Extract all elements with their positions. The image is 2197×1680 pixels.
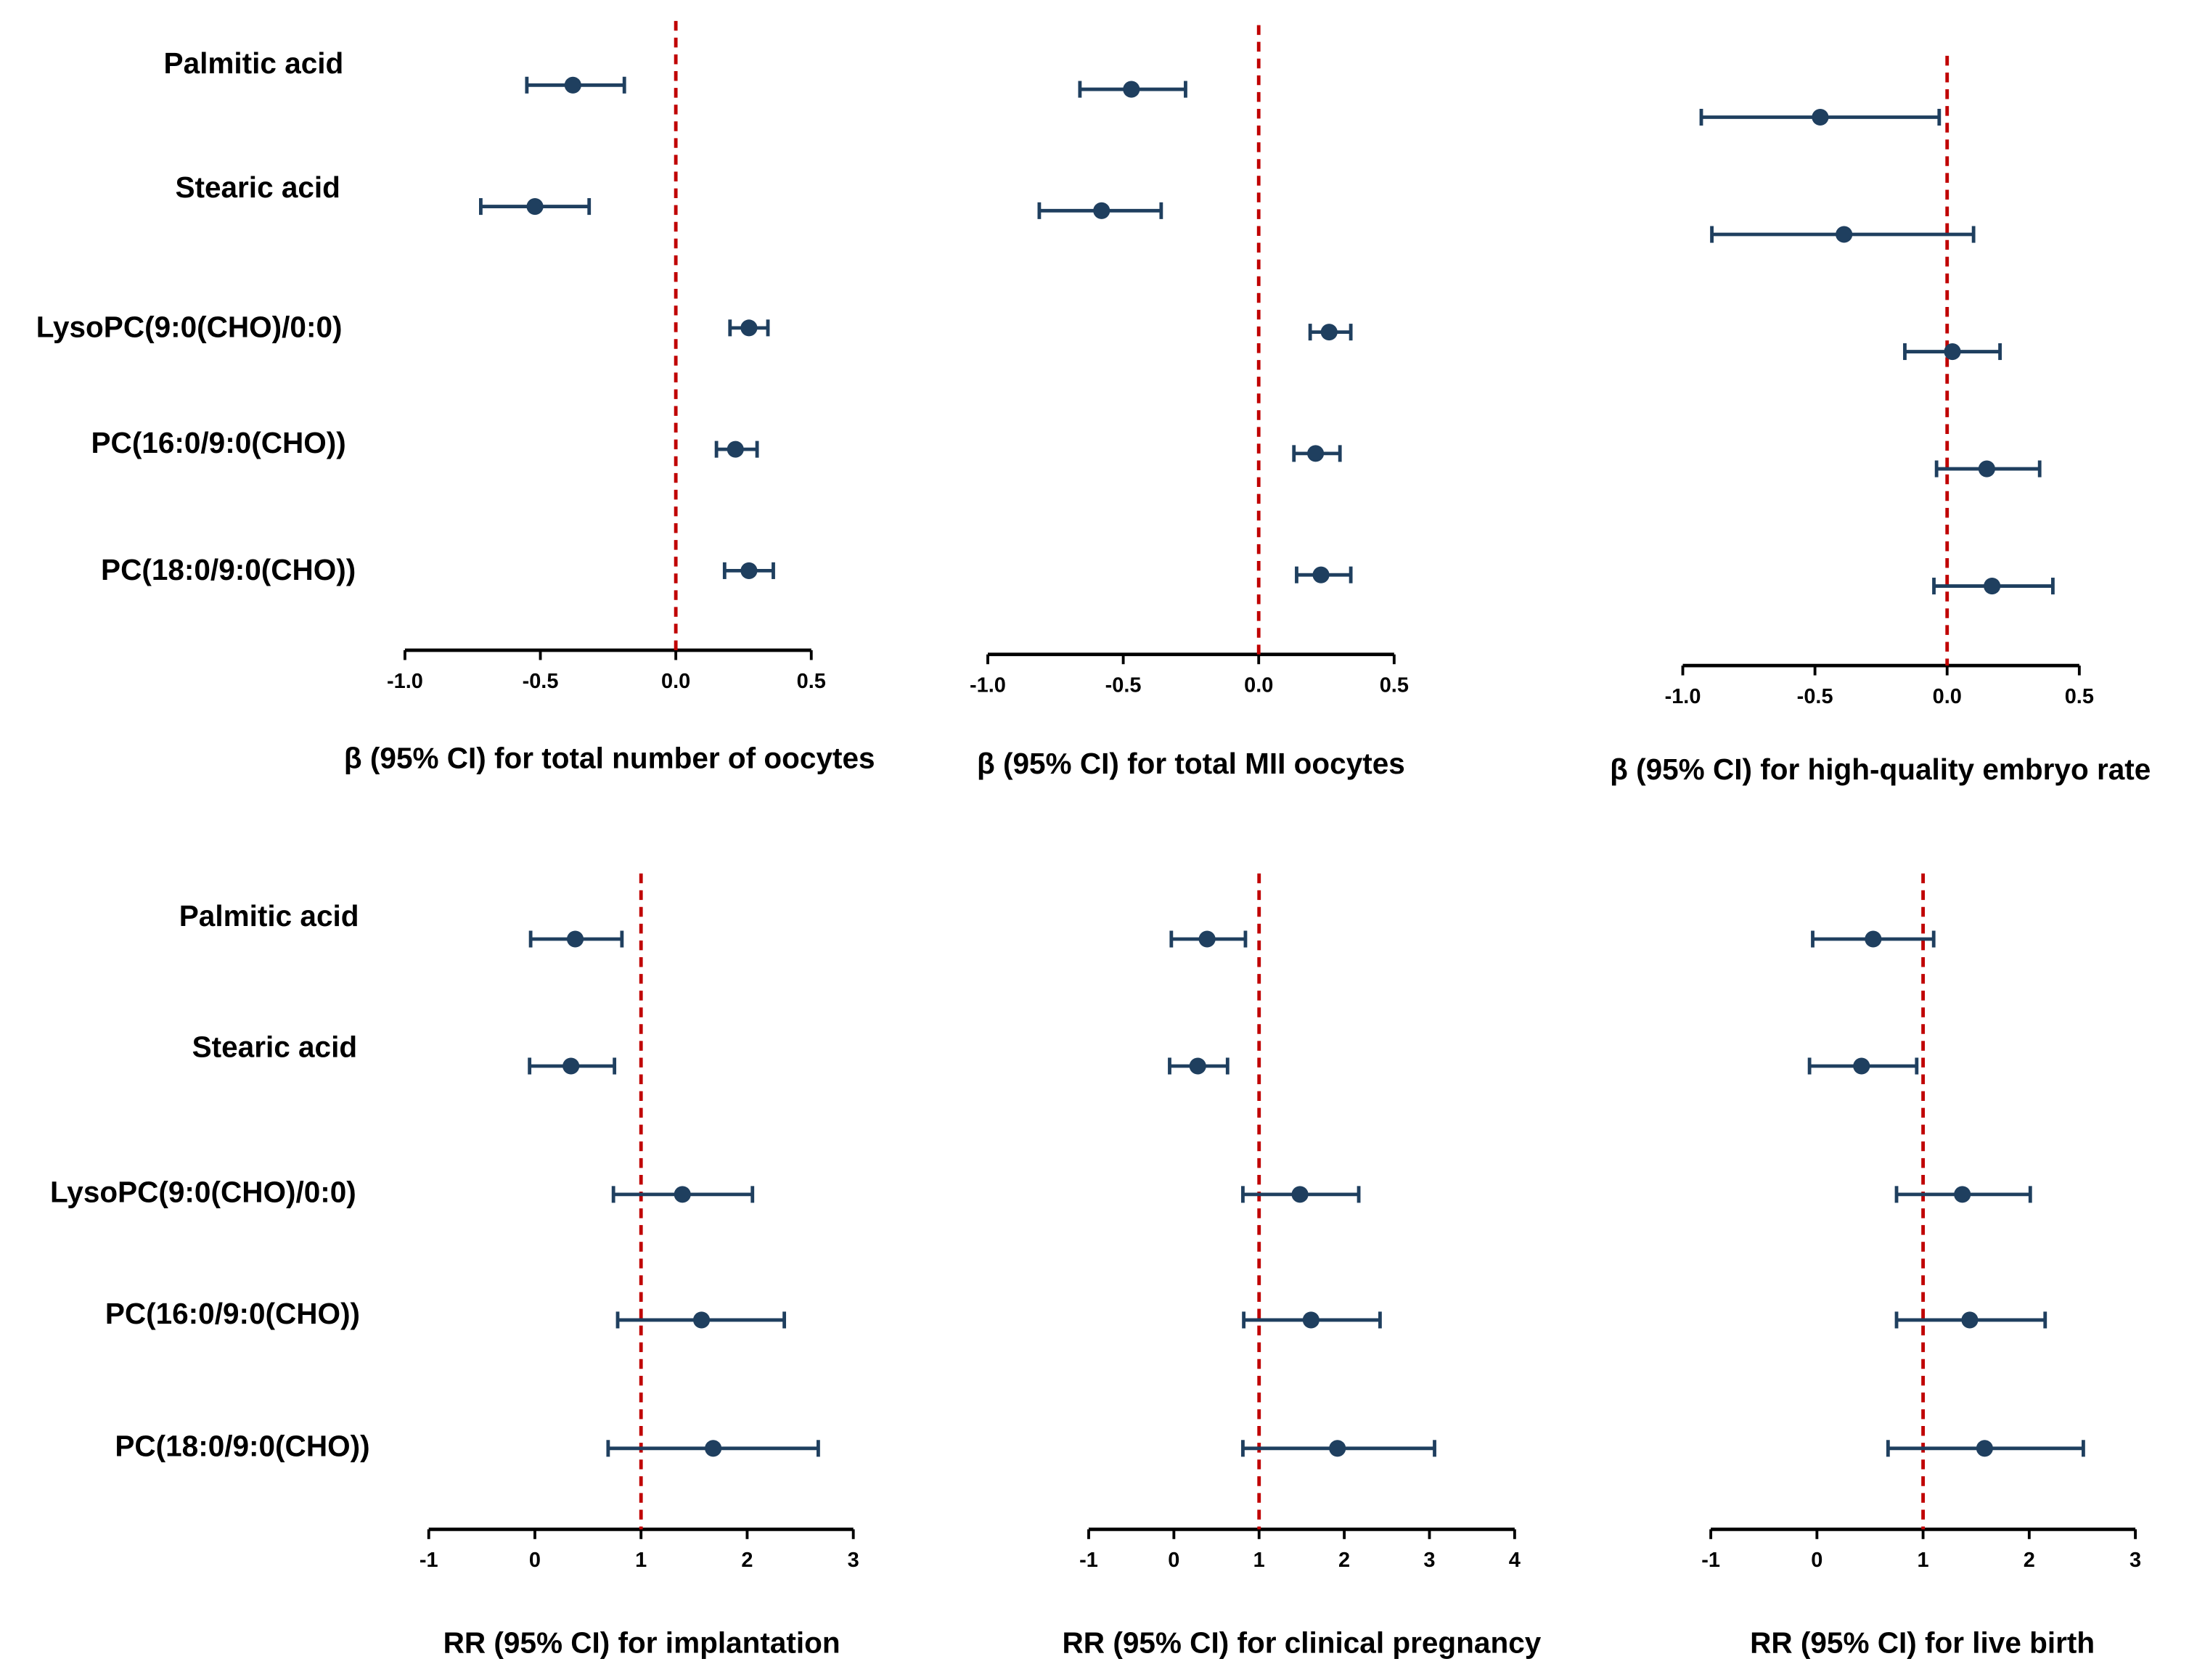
point xyxy=(1836,226,1853,243)
x-tick-label: 2 xyxy=(1338,1549,1350,1572)
x-tick-label: -0.5 xyxy=(1105,674,1142,697)
point xyxy=(1312,566,1330,583)
x-axis-label: RR (95% CI) for live birth xyxy=(1750,1626,2095,1660)
point xyxy=(566,930,584,948)
x-tick-label: 1 xyxy=(635,1549,647,1572)
point xyxy=(1123,81,1140,98)
x-tick-label: 3 xyxy=(2130,1549,2141,1572)
category-label: Stearic acid xyxy=(192,1030,357,1064)
x-tick-label: 3 xyxy=(848,1549,859,1572)
x-tick-label: -0.5 xyxy=(523,670,559,693)
x-axis-label: β (95% CI) for total MII oocytes xyxy=(977,747,1405,780)
point xyxy=(674,1186,691,1203)
x-tick-label: 0.0 xyxy=(1933,685,1962,708)
point xyxy=(564,76,581,94)
point xyxy=(705,1440,722,1457)
point xyxy=(1976,1440,1993,1457)
x-tick-label: -1 xyxy=(420,1549,438,1572)
point xyxy=(1093,202,1110,219)
x-tick-label: 0 xyxy=(1811,1549,1822,1572)
point xyxy=(1961,1311,1979,1329)
x-tick-label: -1.0 xyxy=(387,670,423,693)
x-tick-label: 0.5 xyxy=(797,670,826,693)
x-tick-label: 0 xyxy=(1168,1549,1179,1572)
point xyxy=(692,1311,711,1329)
point xyxy=(740,562,758,579)
x-tick-label: -1 xyxy=(1701,1549,1720,1572)
x-tick-label: 3 xyxy=(1423,1549,1435,1572)
point xyxy=(1954,1186,1971,1203)
point xyxy=(1320,324,1338,341)
x-tick-label: 0.0 xyxy=(1244,674,1273,697)
category-label: Palmitic acid xyxy=(179,899,359,933)
x-tick-label: 0.0 xyxy=(661,670,690,693)
category-label: PC(18:0/9:0(CHO)) xyxy=(115,1430,369,1463)
x-tick-label: -1 xyxy=(1079,1549,1098,1572)
point xyxy=(1978,460,1995,478)
point xyxy=(1944,343,1961,361)
x-axis-label: RR (95% CI) for implantation xyxy=(443,1626,840,1660)
x-tick-label: 2 xyxy=(2024,1549,2035,1572)
point xyxy=(1812,108,1829,126)
x-tick-label: 1 xyxy=(1253,1549,1265,1572)
point xyxy=(1189,1057,1206,1075)
category-label: PC(16:0/9:0(CHO)) xyxy=(105,1297,360,1330)
point xyxy=(1865,930,1882,948)
point xyxy=(1853,1057,1870,1075)
point xyxy=(727,441,744,458)
category-label: Palmitic acid xyxy=(164,46,344,80)
category-label: PC(18:0/9:0(CHO)) xyxy=(101,553,356,586)
x-tick-label: -1.0 xyxy=(970,674,1006,697)
x-tick-label: 2 xyxy=(741,1549,753,1572)
x-tick-label: 0 xyxy=(529,1549,541,1572)
x-tick-label: 0.5 xyxy=(2065,685,2094,708)
x-tick-label: -0.5 xyxy=(1797,685,1833,708)
x-tick-label: 0.5 xyxy=(1380,674,1409,697)
point xyxy=(740,319,758,337)
point xyxy=(1302,1311,1320,1329)
x-axis-label: β (95% CI) for high-quality embryo rate xyxy=(1610,753,2151,786)
x-axis-label: β (95% CI) for total number of oocytes xyxy=(344,742,875,775)
point xyxy=(1984,578,2001,595)
x-tick-label: 4 xyxy=(1509,1549,1521,1572)
point xyxy=(562,1057,580,1075)
point xyxy=(1307,445,1325,462)
x-axis-label: RR (95% CI) for clinical pregnancy xyxy=(1063,1626,1542,1660)
point xyxy=(1291,1186,1309,1203)
x-tick-label: -1.0 xyxy=(1665,685,1701,708)
category-label: PC(16:0/9:0(CHO)) xyxy=(91,426,346,459)
category-label: LysoPC(9:0(CHO)/0:0) xyxy=(36,311,343,344)
category-label: LysoPC(9:0(CHO)/0:0) xyxy=(50,1176,356,1209)
x-tick-label: 1 xyxy=(1918,1549,1929,1572)
point xyxy=(526,198,544,216)
category-label: Stearic acid xyxy=(175,171,340,204)
point xyxy=(1198,930,1216,948)
point xyxy=(1329,1440,1346,1457)
